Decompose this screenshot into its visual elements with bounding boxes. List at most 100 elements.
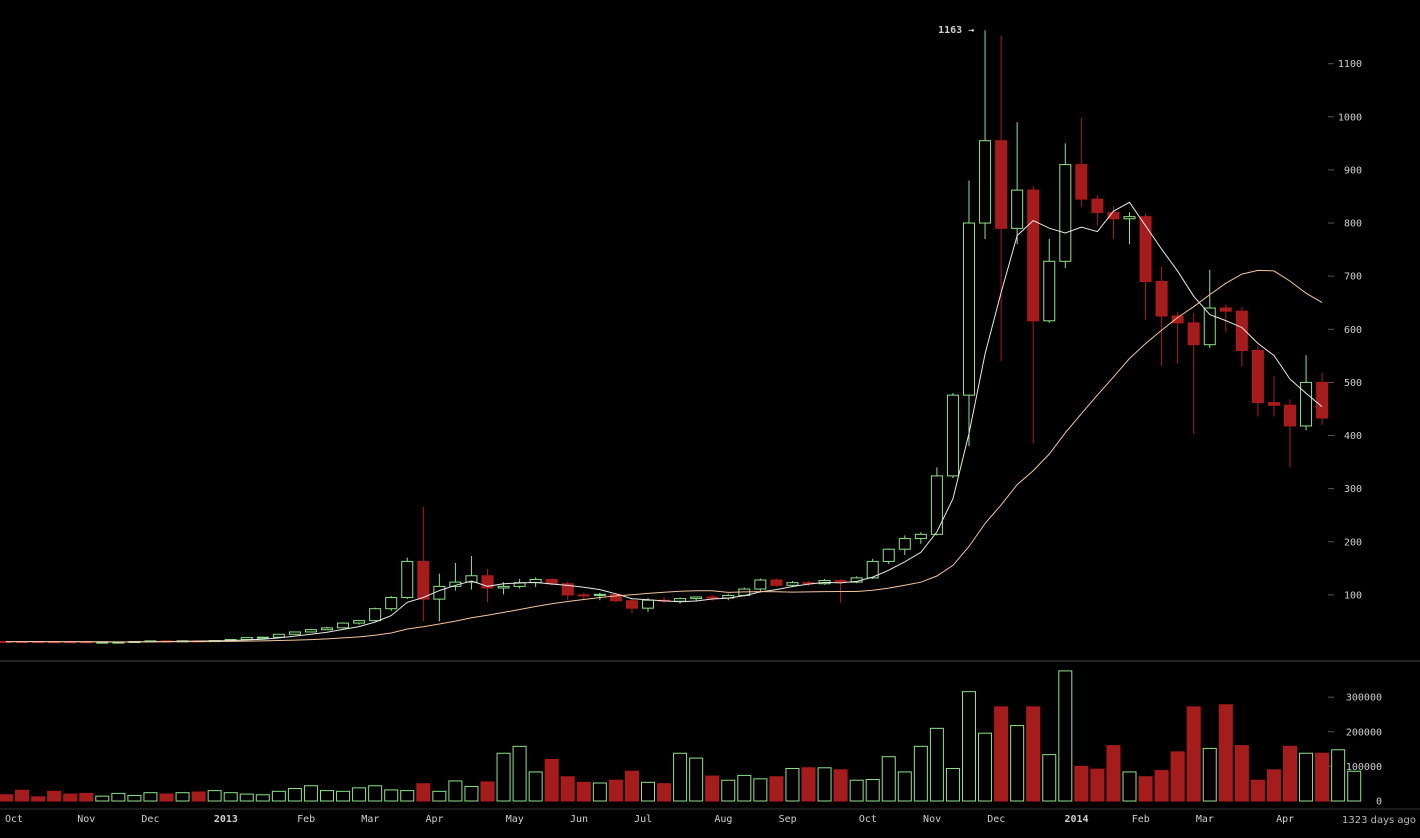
candle xyxy=(1059,143,1072,269)
candle-body xyxy=(1284,404,1296,427)
y-tick-label: 200 xyxy=(1344,537,1362,548)
candle xyxy=(385,595,398,611)
candle xyxy=(979,30,992,239)
candle-body xyxy=(497,585,510,589)
y-tick-label: 1100 xyxy=(1338,59,1362,70)
candle xyxy=(1155,266,1168,366)
candle-body xyxy=(545,578,558,585)
candle xyxy=(770,578,783,587)
candle-body xyxy=(1107,211,1120,220)
volume-bar xyxy=(15,789,30,802)
candle xyxy=(256,636,269,639)
volume-bar xyxy=(1299,752,1314,802)
candle-body xyxy=(321,627,333,631)
volume-tick-label: 100000 xyxy=(1346,762,1382,773)
volume-bar xyxy=(689,757,704,802)
y-tick-label: 500 xyxy=(1344,378,1362,389)
volume-bar xyxy=(480,781,495,802)
candle-body xyxy=(674,598,687,602)
candle xyxy=(304,628,317,633)
volume-bar xyxy=(624,770,639,802)
y-tick-label: 900 xyxy=(1344,165,1362,176)
volume-tick-label: 300000 xyxy=(1346,693,1382,704)
volume-bar xyxy=(769,776,784,802)
candle-body xyxy=(979,140,992,224)
candle xyxy=(658,597,671,603)
candle-body xyxy=(272,633,285,638)
time-ago-label: 1323 days ago xyxy=(1341,815,1416,826)
x-tick-label: May xyxy=(506,814,524,825)
candle-body xyxy=(1235,310,1248,352)
volume-bar xyxy=(1202,747,1217,802)
volume-bar xyxy=(560,776,575,802)
volume-bar xyxy=(753,778,768,802)
candle-body xyxy=(642,599,654,609)
candle-body xyxy=(930,475,943,535)
volume-bar xyxy=(673,752,688,802)
volume-bar xyxy=(47,790,62,802)
x-tick-label: Mar xyxy=(361,814,379,825)
y-tick-label: 1000 xyxy=(1338,112,1362,123)
candle-body xyxy=(256,636,269,639)
candle-body xyxy=(1187,322,1200,346)
candle xyxy=(433,573,446,622)
candle xyxy=(690,596,703,602)
candle-body xyxy=(1059,164,1072,262)
volume-bar xyxy=(1058,670,1073,802)
volume-bar xyxy=(1331,749,1346,802)
volume-bar xyxy=(721,779,736,802)
candle-body xyxy=(625,600,638,609)
volume-bar xyxy=(143,792,158,802)
candle-body xyxy=(1300,381,1313,427)
volume-bar xyxy=(1250,779,1265,802)
candle xyxy=(513,578,526,589)
candle xyxy=(1139,213,1152,320)
volume-bar xyxy=(207,790,222,802)
volume-bar xyxy=(0,794,13,802)
candle-body xyxy=(593,593,606,596)
volume-bar xyxy=(817,767,832,802)
volume-bar xyxy=(1122,771,1137,802)
candle xyxy=(1267,376,1280,417)
candle-body xyxy=(1267,402,1280,406)
candle xyxy=(1123,212,1136,245)
y-tick-label: 400 xyxy=(1344,431,1362,442)
candle xyxy=(481,568,494,603)
volume-tick-label: 200000 xyxy=(1346,727,1382,738)
volume-bar xyxy=(384,789,399,802)
candle-body xyxy=(770,579,783,586)
y-tick-label: 700 xyxy=(1344,272,1362,283)
annotations: 1163 → xyxy=(938,25,974,36)
candle-body xyxy=(963,222,975,396)
volume-bar xyxy=(528,771,543,802)
candle-body xyxy=(288,631,301,635)
volume-bar xyxy=(897,771,912,802)
candle xyxy=(754,578,767,593)
candle xyxy=(1316,372,1329,425)
volume-bar xyxy=(111,792,126,802)
candle-body xyxy=(754,579,767,590)
volume-bar xyxy=(1138,776,1153,802)
volume-bar xyxy=(576,781,591,802)
candle xyxy=(1284,399,1296,468)
volume-bar xyxy=(1347,770,1362,802)
candle-body xyxy=(1251,350,1264,404)
candle-body xyxy=(401,560,414,599)
volume-bar xyxy=(1315,752,1330,802)
y-tick-label: 800 xyxy=(1344,219,1362,230)
moving-average-line xyxy=(6,201,1323,643)
volume-bar xyxy=(1074,765,1089,802)
x-tick-label: Nov xyxy=(77,814,95,825)
candle-body xyxy=(337,622,350,629)
candle xyxy=(1091,195,1104,226)
x-tick-label: Jun xyxy=(570,814,588,825)
candle xyxy=(995,35,1008,362)
volume-bar xyxy=(496,752,511,802)
volume-bar xyxy=(352,787,367,802)
volume-bar xyxy=(271,790,286,802)
candle xyxy=(898,535,911,556)
candle xyxy=(1187,313,1200,434)
candle-body xyxy=(1027,189,1040,322)
